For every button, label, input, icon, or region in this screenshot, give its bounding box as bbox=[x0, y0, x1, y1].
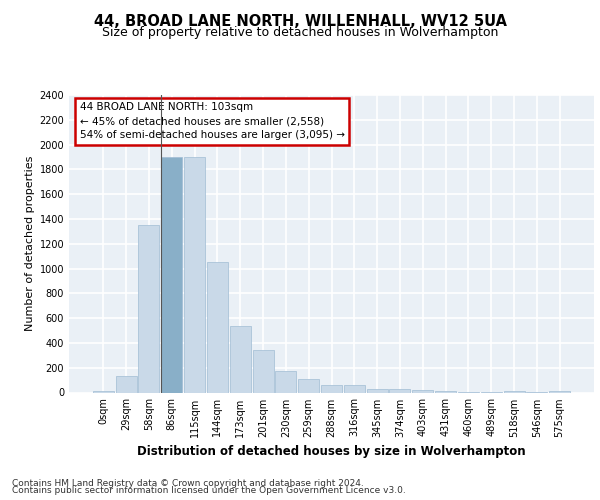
Bar bbox=[253, 350, 274, 393]
Bar bbox=[389, 390, 410, 392]
Bar bbox=[230, 326, 251, 392]
Text: Size of property relative to detached houses in Wolverhampton: Size of property relative to detached ho… bbox=[102, 26, 498, 39]
Bar bbox=[503, 391, 524, 392]
X-axis label: Distribution of detached houses by size in Wolverhampton: Distribution of detached houses by size … bbox=[137, 445, 526, 458]
Text: 44, BROAD LANE NORTH, WILLENHALL, WV12 5UA: 44, BROAD LANE NORTH, WILLENHALL, WV12 5… bbox=[94, 14, 506, 29]
Bar bbox=[93, 390, 114, 392]
Bar bbox=[275, 372, 296, 392]
Bar bbox=[412, 390, 433, 392]
Bar bbox=[116, 376, 137, 392]
Text: Contains HM Land Registry data © Crown copyright and database right 2024.: Contains HM Land Registry data © Crown c… bbox=[12, 478, 364, 488]
Bar bbox=[207, 262, 228, 392]
Bar bbox=[161, 157, 182, 392]
Text: 44 BROAD LANE NORTH: 103sqm
← 45% of detached houses are smaller (2,558)
54% of : 44 BROAD LANE NORTH: 103sqm ← 45% of det… bbox=[79, 102, 344, 141]
Bar bbox=[184, 157, 205, 392]
Bar bbox=[549, 391, 570, 392]
Y-axis label: Number of detached properties: Number of detached properties bbox=[25, 156, 35, 332]
Bar bbox=[298, 380, 319, 392]
Text: Contains public sector information licensed under the Open Government Licence v3: Contains public sector information licen… bbox=[12, 486, 406, 495]
Bar bbox=[139, 225, 160, 392]
Bar bbox=[367, 389, 388, 392]
Bar bbox=[321, 385, 342, 392]
Bar bbox=[344, 385, 365, 392]
